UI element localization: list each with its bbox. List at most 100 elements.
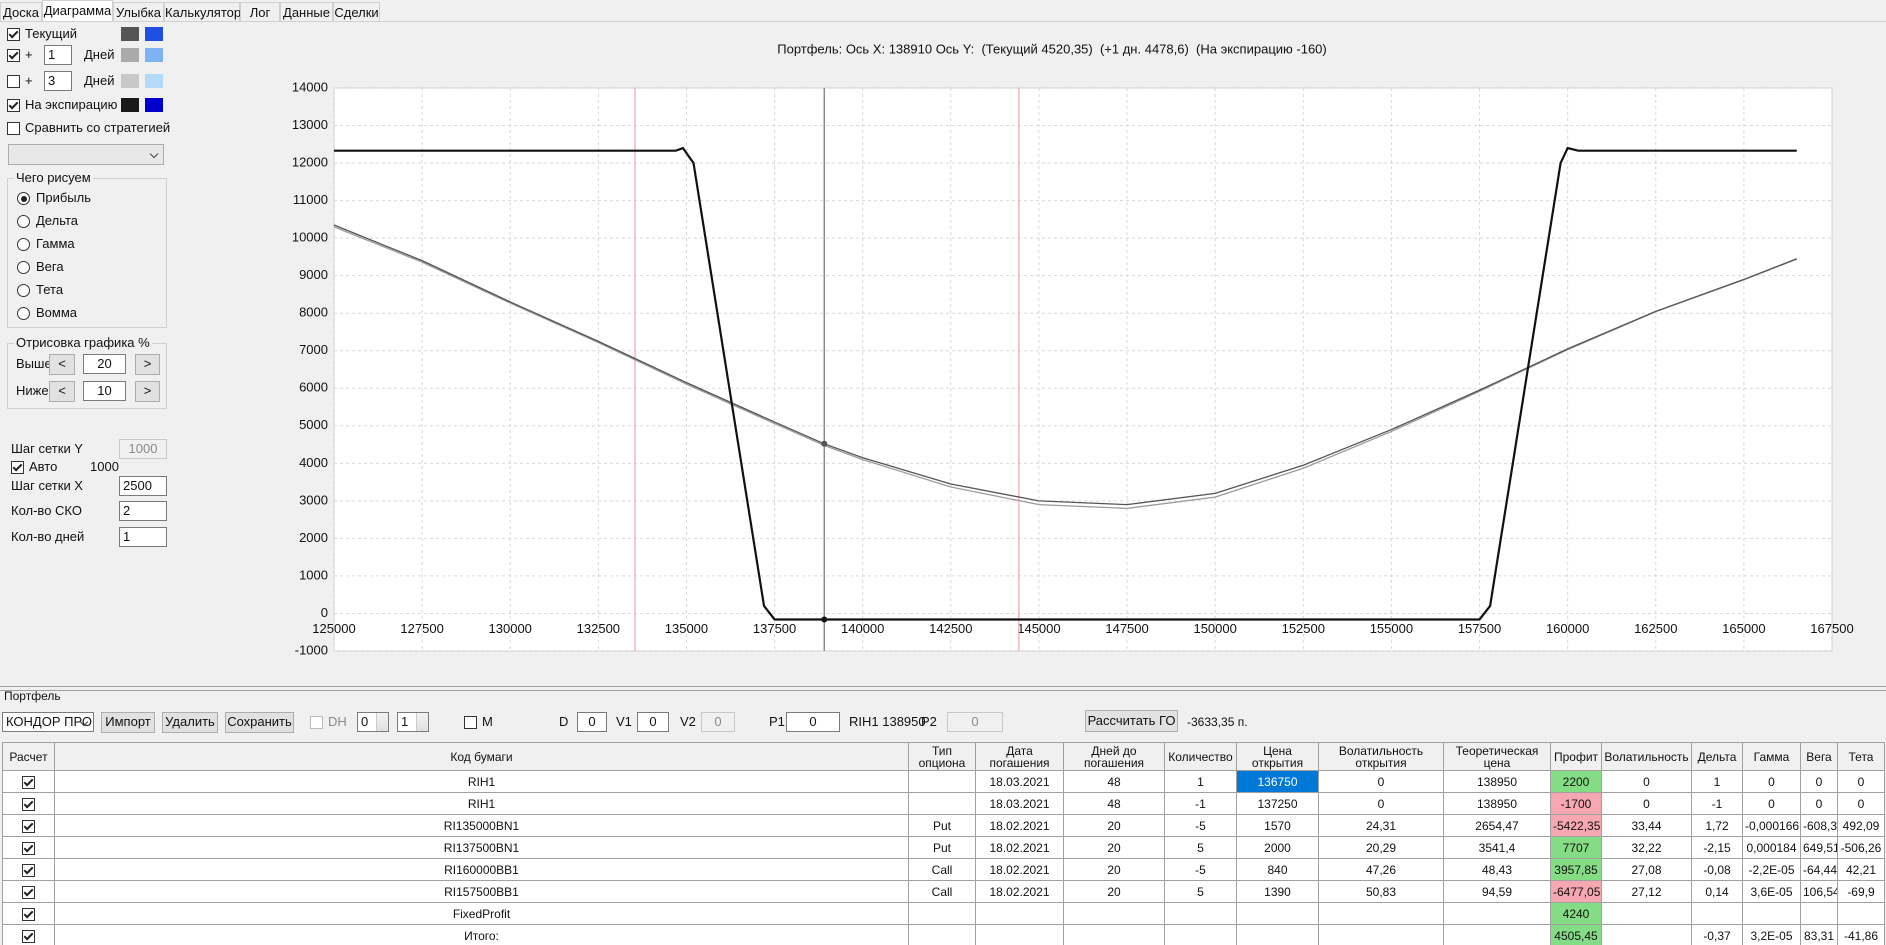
color-swatch[interactable] [145, 27, 163, 41]
cell[interactable]: 94,59 [1443, 880, 1551, 903]
cell[interactable] [1318, 902, 1444, 925]
cell[interactable]: -1700 [1550, 792, 1602, 815]
table-row[interactable]: RI135000BN1 Put 18.02.2021 20 -5 1570 24,31 265… [2, 814, 1885, 837]
checkbox[interactable] [22, 885, 35, 899]
cell[interactable]: 3957,85 [1550, 858, 1602, 881]
column-header[interactable]: Гамма [1742, 742, 1801, 771]
tab[interactable]: Лог [240, 2, 280, 22]
cell[interactable]: -0,000166 [1742, 814, 1801, 837]
table-row[interactable]: FixedProfit 4240 [2, 902, 1885, 925]
button[interactable]: < [49, 354, 75, 375]
checkbox[interactable] [464, 716, 477, 729]
button[interactable]: < [49, 381, 75, 402]
cell[interactable] [908, 792, 976, 815]
cell[interactable]: 136750 [1236, 770, 1319, 793]
table-row[interactable]: RI137500BN1 Put 18.02.2021 20 5 2000 20,29 3541… [2, 836, 1885, 859]
cell[interactable]: 0,14 [1691, 880, 1743, 903]
cell[interactable]: 18.02.2021 [975, 880, 1064, 903]
table-row[interactable]: RI157500BB1 Call 18.02.2021 20 5 1390 50,83 94,… [2, 880, 1885, 903]
checkbox[interactable] [22, 775, 35, 789]
tab[interactable]: Улыбка [113, 2, 164, 22]
cell[interactable] [1164, 924, 1237, 945]
splitter[interactable] [0, 686, 1886, 691]
spinner[interactable]: 1 [397, 712, 429, 732]
button[interactable]: Импорт [101, 712, 155, 733]
cell[interactable]: 83,31 [1800, 924, 1838, 945]
value-input[interactable]: 1 [119, 527, 167, 547]
cell[interactable]: 0 [1742, 770, 1801, 793]
cell[interactable]: 3,6E-05 [1742, 880, 1801, 903]
cell[interactable]: 0 [1800, 792, 1838, 815]
cell[interactable]: 18.03.2021 [975, 770, 1064, 793]
cell[interactable]: 649,51 [1800, 836, 1838, 859]
cell[interactable] [1691, 902, 1743, 925]
value-input[interactable]: 2500 [119, 476, 167, 496]
tab[interactable]: Диаграмма [42, 0, 113, 22]
radio[interactable] [17, 238, 30, 251]
cell[interactable]: 24,31 [1318, 814, 1444, 837]
cell[interactable]: 32,22 [1601, 836, 1692, 859]
button[interactable]: Рассчитать ГО [1085, 710, 1178, 732]
color-swatch[interactable] [121, 74, 139, 88]
cell[interactable]: -6477,05 [1550, 880, 1602, 903]
radio[interactable] [17, 192, 30, 205]
cell[interactable] [1601, 924, 1692, 945]
column-header[interactable]: Расчет [2, 742, 55, 771]
cell[interactable] [975, 902, 1064, 925]
checkbox[interactable] [310, 716, 323, 729]
cell[interactable]: 138950 [1443, 792, 1551, 815]
radio[interactable] [17, 307, 30, 320]
table-row[interactable]: RI160000BB1 Call 18.02.2021 20 -5 840 47,26 48,… [2, 858, 1885, 881]
cell[interactable] [908, 924, 976, 945]
cell[interactable]: 840 [1236, 858, 1319, 881]
cell[interactable]: 492,09 [1837, 814, 1885, 837]
cell[interactable]: 0 [1318, 770, 1444, 793]
days-input[interactable]: 3 [44, 71, 72, 91]
tab[interactable]: Сделки [333, 2, 380, 22]
cell[interactable]: 27,12 [1601, 880, 1692, 903]
tab[interactable]: Доска [0, 2, 42, 22]
strategy-select[interactable] [8, 144, 164, 165]
color-swatch[interactable] [145, 74, 163, 88]
cell[interactable]: 20 [1063, 814, 1165, 837]
cell[interactable]: 4240 [1550, 902, 1602, 925]
cell[interactable] [1236, 902, 1319, 925]
cell[interactable]: 2200 [1550, 770, 1602, 793]
cell[interactable]: -64,44 [1800, 858, 1838, 881]
cell[interactable]: 0 [1601, 792, 1692, 815]
button[interactable]: Сохранить [225, 712, 294, 733]
cell[interactable]: -1 [1164, 792, 1237, 815]
cell[interactable]: 5 [1164, 880, 1237, 903]
cell[interactable]: Call [908, 880, 976, 903]
cell[interactable]: 1,72 [1691, 814, 1743, 837]
color-swatch[interactable] [121, 48, 139, 62]
cell[interactable]: -5 [1164, 858, 1237, 881]
cell[interactable]: 3541,4 [1443, 836, 1551, 859]
column-header[interactable]: Волатильность [1601, 742, 1692, 771]
cell[interactable]: -608,3 [1800, 814, 1838, 837]
column-header[interactable]: Цена открытия [1236, 742, 1319, 771]
cell[interactable]: 20,29 [1318, 836, 1444, 859]
cell[interactable]: 0 [1742, 792, 1801, 815]
cell[interactable] [1318, 924, 1444, 945]
cell[interactable]: 5 [1164, 836, 1237, 859]
cell[interactable]: Call [908, 858, 976, 881]
cell[interactable] [1063, 902, 1165, 925]
value-input[interactable]: 0 [637, 712, 669, 732]
color-swatch[interactable] [121, 27, 139, 41]
radio[interactable] [17, 261, 30, 274]
cell[interactable]: -5422,35 [1550, 814, 1602, 837]
days-input[interactable]: 1 [44, 45, 72, 65]
column-header[interactable]: Дата погашения [975, 742, 1064, 771]
cell[interactable]: 27,08 [1601, 858, 1692, 881]
cell[interactable]: 1570 [1236, 814, 1319, 837]
column-header[interactable]: Тип опциона [908, 742, 976, 771]
cell[interactable]: 18.02.2021 [975, 858, 1064, 881]
cell[interactable]: -1 [1691, 792, 1743, 815]
value-input[interactable]: 2 [119, 501, 167, 521]
cell[interactable]: 2000 [1236, 836, 1319, 859]
cell[interactable]: 7707 [1550, 836, 1602, 859]
cell[interactable]: -0,37 [1691, 924, 1743, 945]
checkbox[interactable] [11, 461, 24, 474]
column-header[interactable]: Вега [1800, 742, 1838, 771]
